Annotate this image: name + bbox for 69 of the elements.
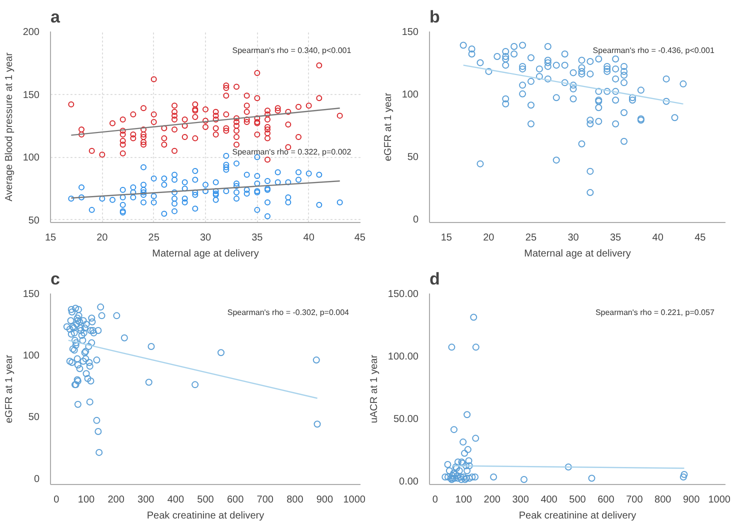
x-tick-label: 1000: [708, 494, 731, 506]
x-tick-label: 500: [197, 494, 214, 506]
y-tick-label: 50: [28, 412, 40, 424]
x-tick-label: 700: [626, 494, 644, 506]
annotation: Spearman's rho = -0.436, p<0.001: [592, 46, 715, 56]
x-tick-label: 0: [432, 494, 438, 506]
x-tick-label: 900: [683, 494, 700, 506]
x-tick-label: 800: [286, 494, 304, 506]
y-tick-label: 150: [22, 289, 40, 300]
x-tick-label: 100: [78, 494, 96, 506]
y-axis-title: eGFR at 1 year: [4, 354, 15, 424]
x-tick-label: 35: [610, 232, 622, 244]
x-tick-label: 600: [598, 494, 615, 506]
x-tick-label: 1000: [343, 494, 366, 506]
y-axis-title: Average Blood pressure at 1 year: [4, 52, 15, 202]
y-tick-label: 0.00: [399, 476, 419, 488]
y-axis-title: uACR at 1 year: [368, 354, 380, 424]
x-tick-label: 600: [226, 494, 244, 506]
x-tick-label: 40: [303, 232, 315, 244]
x-tick-label: 45: [354, 232, 366, 244]
annotation: Spearman's rho = 0.221, p=0.057: [595, 308, 715, 318]
x-tick-label: 400: [167, 494, 184, 506]
x-tick-label: 35: [252, 232, 264, 244]
x-tick-label: 15: [44, 232, 56, 244]
y-tick-label: 150.00: [388, 289, 419, 300]
x-axis-title: Peak creatinine at delivery: [146, 510, 264, 522]
y-tick-label: 50: [28, 215, 40, 226]
x-tick-label: 15: [440, 232, 452, 244]
chart-title: d: [430, 270, 440, 288]
x-tick-label: 200: [484, 494, 501, 506]
y-tick-label: 150: [22, 90, 40, 101]
x-tick-label: 25: [148, 232, 160, 244]
y-tick-label: 100: [22, 350, 40, 362]
x-tick-label: 25: [525, 232, 537, 244]
y-tick-label: 50.00: [393, 414, 419, 425]
y-tick-label: 100: [402, 89, 419, 100]
y-tick-label: 150: [402, 27, 419, 38]
x-axis-title: Maternal age at delivery: [152, 248, 259, 260]
x-tick-label: 900: [316, 494, 334, 506]
x-tick-label: 0: [54, 494, 60, 506]
x-axis-title: Maternal age at delivery: [524, 248, 631, 260]
annotation: Spearman's rho = 0.340, p<0.001: [232, 46, 352, 56]
annotation: Spearman's rho = 0.322, p=0.002: [232, 147, 352, 156]
y-tick-label: 0: [412, 214, 419, 226]
y-tick-label: 50: [407, 152, 419, 163]
x-tick-label: 45: [694, 232, 706, 244]
y-tick-label: 200: [22, 27, 40, 38]
chart-title: a: [50, 8, 60, 26]
x-tick-label: 40: [652, 232, 664, 244]
annotation: Spearman's rho = -0.302, p=0.004: [227, 308, 350, 318]
y-tick-label: 100.00: [388, 351, 419, 362]
x-axis-title: Peak creatinine at delivery: [518, 510, 636, 522]
x-tick-label: 30: [200, 232, 212, 244]
x-tick-label: 300: [138, 494, 155, 506]
x-tick-label: 30: [568, 232, 580, 244]
y-tick-label: 0: [34, 474, 40, 485]
x-tick-label: 800: [654, 494, 672, 506]
x-tick-label: 20: [483, 232, 495, 244]
y-axis-title: eGFR at 1 year: [382, 92, 394, 162]
y-tick-label: 100: [22, 152, 40, 164]
x-tick-label: 500: [569, 494, 586, 506]
chart-title: c: [50, 270, 60, 288]
x-tick-label: 20: [96, 232, 108, 244]
x-tick-label: 100: [455, 494, 472, 506]
x-tick-label: 700: [256, 494, 274, 506]
x-tick-label: 400: [540, 494, 558, 506]
x-tick-label: 200: [108, 494, 125, 506]
x-tick-label: 300: [512, 494, 530, 506]
chart-title: b: [430, 8, 440, 26]
